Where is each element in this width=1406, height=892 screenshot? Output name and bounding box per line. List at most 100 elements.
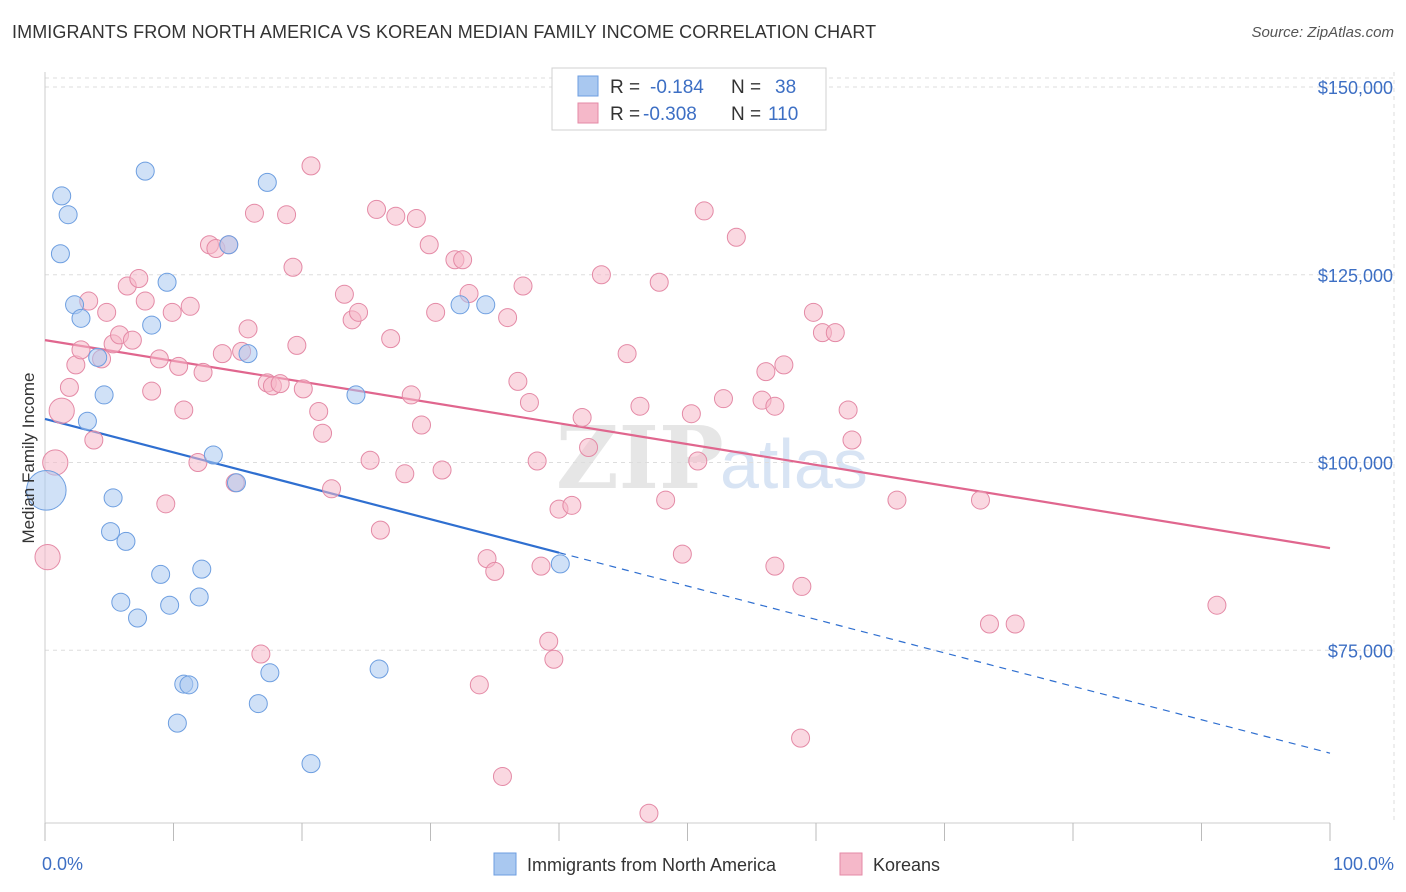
- bottom-legend-label-pink: Koreans: [873, 855, 940, 875]
- y-tick-label-2: $125,000: [1318, 266, 1393, 286]
- point-pink-0: [34, 544, 61, 571]
- point-pink-102: [838, 400, 858, 420]
- point-blue-2: [52, 186, 72, 206]
- point-blue-1: [50, 244, 70, 264]
- point-blue-16: [151, 564, 171, 584]
- point-pink-40: [293, 379, 313, 399]
- point-pink-53: [395, 464, 415, 484]
- point-pink-63: [469, 675, 489, 695]
- series-legend: Immigrants from North America Koreans: [493, 852, 940, 876]
- point-pink-81: [630, 396, 650, 416]
- point-blue-14: [135, 161, 155, 181]
- point-pink-23: [188, 453, 208, 473]
- point-pink-105: [970, 490, 990, 510]
- point-pink-97: [791, 728, 811, 748]
- point-blue-33: [369, 659, 389, 679]
- point-pink-74: [544, 649, 564, 669]
- point-pink-68: [508, 371, 528, 391]
- point-pink-98: [792, 576, 812, 596]
- point-pink-15: [135, 291, 155, 311]
- point-pink-52: [386, 206, 406, 226]
- point-pink-22: [180, 296, 200, 316]
- point-pink-43: [313, 423, 333, 443]
- point-pink-50: [370, 520, 390, 540]
- point-pink-47: [349, 302, 369, 322]
- point-pink-71: [527, 451, 547, 471]
- point-pink-66: [492, 766, 512, 786]
- point-pink-44: [322, 479, 342, 499]
- point-pink-13: [122, 330, 142, 350]
- point-pink-58: [426, 302, 446, 322]
- point-blue-19: [167, 713, 187, 733]
- point-blue-29: [257, 172, 277, 192]
- point-pink-82: [639, 803, 659, 823]
- point-pink-94: [765, 556, 785, 576]
- point-blue-23: [192, 559, 212, 579]
- legend-n-value-2: 110: [768, 104, 798, 125]
- trend-line-extension-blue: [558, 552, 1331, 754]
- point-pink-90: [713, 389, 733, 409]
- y-tick-label-1: $100,000: [1318, 454, 1393, 474]
- point-blue-34: [450, 295, 470, 315]
- point-blue-11: [111, 592, 131, 612]
- point-pink-39: [287, 335, 307, 355]
- point-pink-79: [591, 265, 611, 285]
- point-blue-7: [88, 347, 108, 367]
- point-pink-31: [238, 319, 258, 339]
- point-pink-70: [519, 392, 539, 412]
- bottom-legend-label-blue: Immigrants from North America: [527, 855, 777, 875]
- point-pink-19: [162, 302, 182, 322]
- point-blue-3: [58, 205, 78, 225]
- point-blue-32: [346, 385, 366, 405]
- legend-r-label-2: R =: [610, 104, 640, 125]
- data-points: [25, 100, 1227, 823]
- point-pink-86: [681, 404, 701, 424]
- point-pink-88: [694, 201, 714, 221]
- point-pink-84: [656, 490, 676, 510]
- point-pink-61: [453, 250, 473, 270]
- point-pink-7: [84, 430, 104, 450]
- point-pink-37: [277, 205, 297, 225]
- point-pink-48: [360, 450, 380, 470]
- legend-n-label-1: N =: [731, 77, 761, 98]
- point-pink-55: [406, 208, 426, 228]
- trend-lines: [44, 339, 1331, 754]
- axes: [44, 72, 1331, 841]
- point-pink-99: [803, 302, 823, 322]
- point-pink-57: [419, 235, 439, 255]
- point-pink-45: [334, 284, 354, 304]
- y-tick-label-0: $75,000: [1328, 641, 1393, 661]
- point-pink-3: [59, 377, 79, 397]
- legend-swatch-pink: [577, 102, 599, 124]
- point-pink-95: [765, 396, 785, 416]
- x-tick-label-0: 0.0%: [42, 854, 83, 874]
- point-pink-33: [251, 644, 271, 664]
- point-pink-5: [71, 340, 91, 360]
- point-pink-104: [887, 490, 907, 510]
- point-pink-80: [617, 344, 637, 364]
- point-pink-87: [688, 451, 708, 471]
- trend-line-pink: [44, 339, 1331, 550]
- legend-swatch-blue: [577, 75, 599, 97]
- point-blue-8: [94, 385, 114, 405]
- y-axis-label: Median Family Income: [19, 372, 38, 543]
- chart-title: IMMIGRANTS FROM NORTH AMERICA VS KOREAN …: [12, 22, 877, 42]
- point-pink-42: [309, 401, 329, 421]
- point-blue-13: [128, 608, 148, 628]
- trend-line-blue: [44, 417, 560, 554]
- point-pink-83: [649, 272, 669, 292]
- point-blue-18: [160, 595, 180, 615]
- point-pink-14: [129, 269, 149, 289]
- point-pink-54: [401, 385, 421, 405]
- point-pink-16: [142, 381, 162, 401]
- point-pink-77: [572, 407, 592, 427]
- y-tick-label-3: $150,000: [1318, 78, 1393, 98]
- point-pink-108: [1207, 595, 1227, 615]
- point-pink-24: [193, 362, 213, 382]
- point-pink-41: [301, 156, 321, 176]
- point-pink-65: [485, 561, 505, 581]
- point-pink-20: [169, 356, 189, 376]
- point-blue-0: [25, 470, 67, 511]
- point-blue-35: [476, 295, 496, 315]
